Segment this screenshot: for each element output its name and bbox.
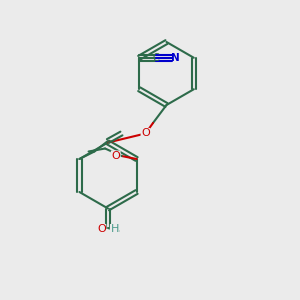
Text: O: O <box>97 224 106 235</box>
Text: O: O <box>111 151 120 161</box>
Text: N: N <box>171 53 180 63</box>
Text: C: C <box>152 53 159 63</box>
Text: O: O <box>141 128 150 139</box>
Text: H: H <box>110 224 119 235</box>
